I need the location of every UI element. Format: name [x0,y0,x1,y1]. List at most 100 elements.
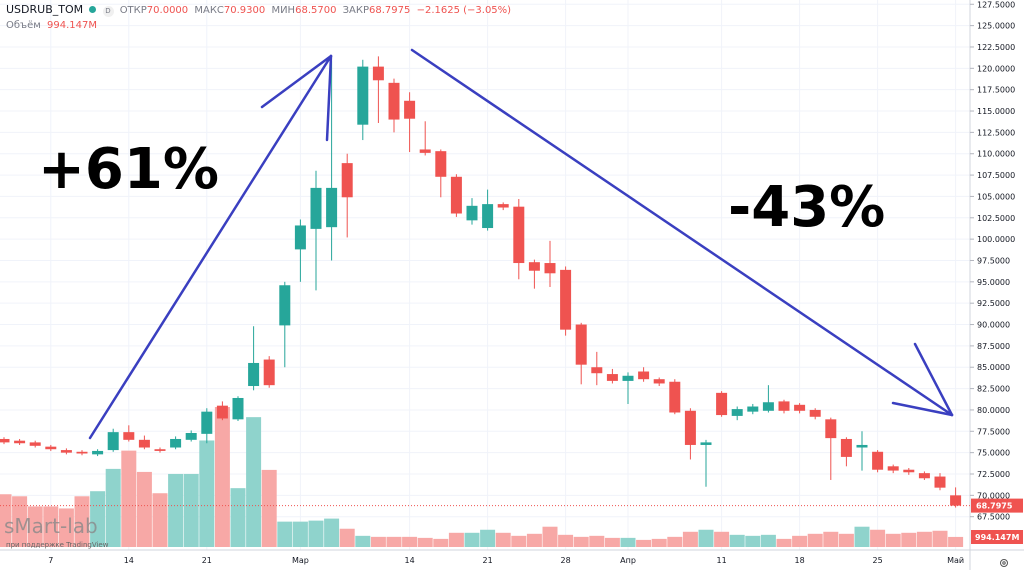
legend-header: USDRUB_TOM D ОТКР70.0000 МАКС70.9300 МИН… [6,3,514,17]
volume-bar [480,529,496,547]
candle-body [622,375,634,381]
y-tick-label: 70.0000 [977,491,1010,500]
x-tick-label: Мар [292,556,309,565]
candle-body [279,285,291,326]
x-tick-label: Май [947,556,964,565]
candle-body [388,82,400,120]
candle-body [60,450,72,453]
x-tick-label: Апр [620,556,636,565]
close-value: 68.7975 [369,5,411,16]
candle-body [450,176,462,214]
volume-bar [511,535,527,547]
volume-bar [558,534,574,547]
last-volume-label: 994.147M [975,533,1019,542]
volume-bar [183,473,199,547]
candle-body [45,446,57,450]
volume-bar [464,532,480,547]
y-tick-label: 77.5000 [977,427,1010,436]
x-tick-label: 28 [561,556,571,565]
volume-bar [214,407,230,547]
candle-body [638,371,650,380]
candle-body [123,432,135,440]
volume-bar [324,518,340,547]
volume-bar [870,529,886,547]
settings-icon[interactable] [1000,559,1008,567]
candle-body [404,100,416,119]
x-tick-label: 18 [795,556,805,565]
volume-header: Объём 994.147M [6,20,100,31]
volume-bar [308,520,324,547]
candle-body [934,476,946,488]
volume-bar [838,533,854,547]
candle-body [560,269,572,330]
candle-body [0,438,10,443]
volume-bar [433,538,449,547]
candle-body [154,449,166,451]
candle-body [138,439,150,448]
y-tick-label: 110.0000 [977,150,1015,159]
y-tick-label: 127.5000 [977,0,1015,9]
volume-bar [573,536,589,547]
y-tick-label: 95.0000 [977,278,1010,287]
arrow-head [913,342,954,417]
x-tick-label: 11 [717,556,727,565]
volume-bar [230,488,246,547]
volume-bar [355,535,371,547]
volume-bar [916,531,932,547]
candle-body [185,432,197,440]
volume-pane [0,407,964,547]
volume-bar [448,532,464,547]
volume-bar [792,535,808,547]
candle-body [825,419,837,439]
candle-body [170,438,182,448]
y-tick-label: 75.0000 [977,449,1010,458]
annotation: -43% [728,175,885,240]
interval: D [102,6,114,17]
y-tick-label: 97.5000 [977,256,1010,265]
volume-bar [121,450,137,547]
candle-body [232,397,244,420]
candle-body [669,381,681,413]
volume-bar [854,526,870,547]
y-tick-label: 115.0000 [977,107,1015,116]
y-tick-label: 120.0000 [977,64,1015,73]
candle-body [513,206,525,264]
candle-body [544,263,556,274]
volume-bar [823,531,839,547]
candle-body [872,451,884,470]
y-tick-label: 90.0000 [977,321,1010,330]
candle-body [107,432,119,451]
candle-body [248,362,260,387]
y-tick-label: 107.5000 [977,171,1015,180]
low-key: МИН [271,5,296,16]
change: −2.1625 (−3.05%) [416,5,512,16]
grid [0,0,970,550]
volume-bar [292,521,308,547]
candle-body [310,187,322,229]
open-value: 70.0000 [146,5,189,16]
x-tick-label: 7 [48,556,53,565]
volume-bar [261,469,277,547]
watermark-sub: при поддержке TradingView [6,541,109,549]
candle-body [747,406,759,412]
volume-bar [74,496,90,547]
volume-bar [807,533,823,547]
volume-bar [682,531,698,547]
volume-bar [43,506,59,547]
y-tick-label: 87.5000 [977,342,1010,351]
open-key: ОТКР [119,5,147,16]
x-tick-label: 21 [202,556,212,565]
volume-bar [370,536,386,547]
y-tick-label: 105.0000 [977,192,1015,201]
y-tick-label: 117.5000 [977,86,1015,95]
volume-bar [136,471,152,547]
last-volume-box [971,530,1023,544]
x-tick-label: 21 [483,556,493,565]
candle-body [341,163,353,198]
candle-body [918,473,930,479]
y-tick-label: 80.0000 [977,406,1010,415]
volume-bar [901,532,917,547]
watermark: sMart-lab [4,514,98,538]
volume-bar [27,506,43,547]
volume-key: Объём [6,20,41,31]
